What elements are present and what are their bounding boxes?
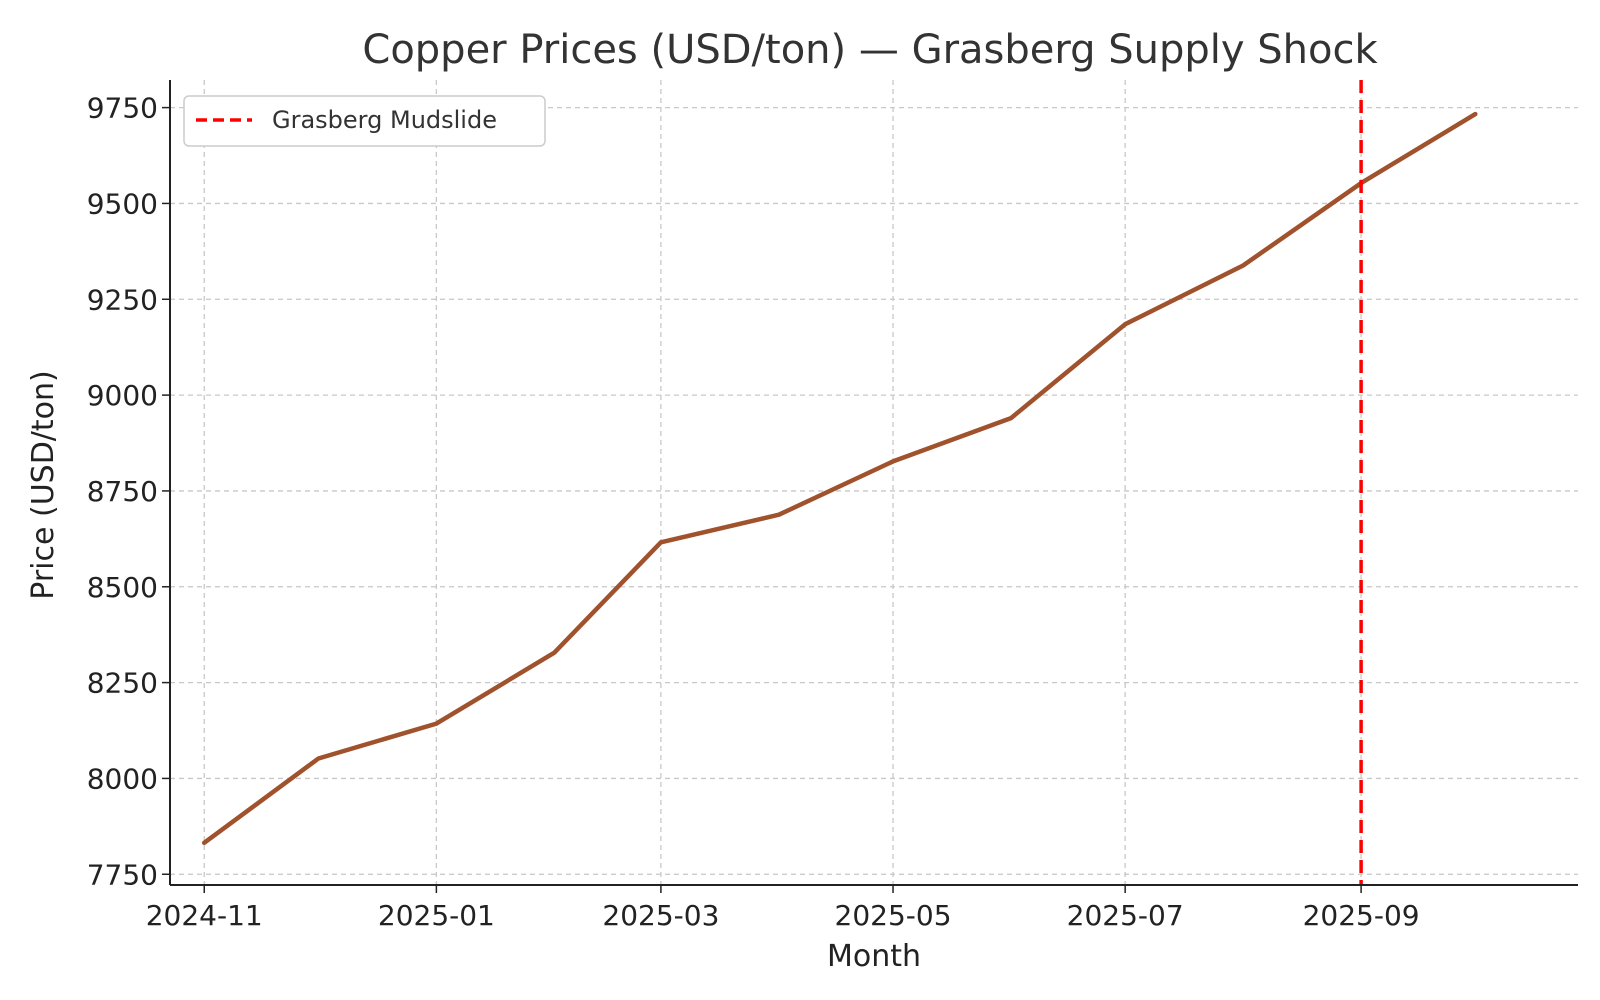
- y-tick-label: 8750: [87, 475, 158, 508]
- series: [201, 111, 1478, 846]
- grid: [170, 80, 1578, 885]
- legend-label-grasberg-mudslide: Grasberg Mudslide: [272, 106, 497, 134]
- legend: Grasberg Mudslide: [183, 95, 546, 147]
- axes: [169, 80, 1578, 886]
- y-tick-label: 8500: [87, 571, 158, 604]
- x-tick-label: 2025-05: [835, 899, 952, 932]
- y-tick-label: 9500: [87, 187, 158, 220]
- chart-title: Copper Prices (USD/ton) — Grasberg Suppl…: [362, 27, 1378, 73]
- y-tick-label: 8250: [87, 667, 158, 700]
- y-ticks: 7750 8000 8250 8500 8750 9000 9250 9500 9750: [87, 92, 170, 891]
- y-tick-label: 9000: [87, 379, 158, 412]
- legend-box: [183, 95, 546, 147]
- y-axis-label: Price (USD/ton): [26, 370, 61, 599]
- x-ticks: 2024-11 2025-01 2025-03 2025-05 2025-07 2025-…: [146, 885, 1420, 932]
- x-tick-label: 2025-09: [1303, 899, 1420, 932]
- x-tick-label: 2025-01: [378, 899, 495, 932]
- y-tick-label: 9750: [87, 92, 158, 125]
- y-tick-label: 7750: [87, 858, 158, 891]
- x-axis-label: Month: [827, 939, 921, 974]
- series-line-copper-price: [201, 111, 1478, 846]
- x-tick-label: 2025-03: [602, 899, 719, 932]
- x-tick-label: 2025-07: [1067, 899, 1184, 932]
- x-tick-label: 2024-11: [146, 899, 263, 932]
- y-tick-label: 8000: [87, 762, 158, 795]
- y-tick-label: 9250: [87, 283, 158, 316]
